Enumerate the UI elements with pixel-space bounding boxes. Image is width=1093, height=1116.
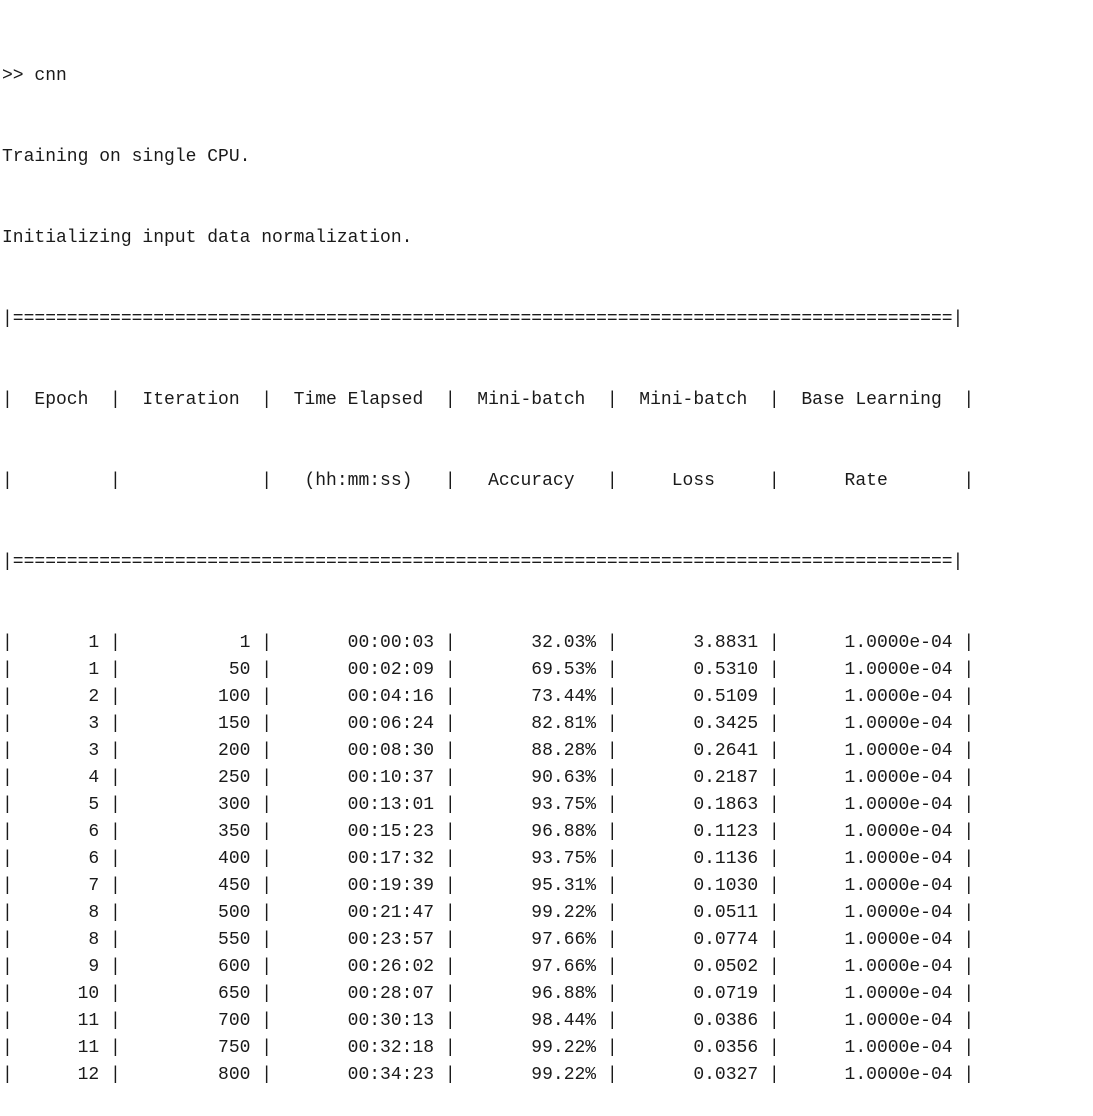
table-row: | 12 | 800 | 00:34:23 | 99.22% | 0.0327 … <box>2 1065 975 1085</box>
table-row: | 8 | 550 | 00:23:57 | 97.66% | 0.0774 |… <box>2 930 975 950</box>
table-row: | 6 | 400 | 00:17:32 | 93.75% | 0.1136 |… <box>2 849 975 869</box>
table-row: | 5 | 300 | 00:13:01 | 93.75% | 0.1863 |… <box>2 795 975 815</box>
status-line-training-device: Training on single CPU. <box>2 147 251 167</box>
table-row: | 6 | 350 | 00:15:23 | 96.88% | 0.1123 |… <box>2 822 975 842</box>
table-row: | 1 | 1 | 00:00:03 | 32.03% | 3.8831 | 1… <box>2 633 975 653</box>
table-row: | 10 | 650 | 00:28:07 | 96.88% | 0.0719 … <box>2 984 975 1004</box>
table-row: | 7 | 450 | 00:19:39 | 95.31% | 0.1030 |… <box>2 876 975 896</box>
table-header-border: |=======================================… <box>2 552 964 572</box>
table-header-row-1: | Epoch | Iteration | Time Elapsed | Min… <box>2 390 975 410</box>
training-progress-table-body: | 1 | 1 | 00:00:03 | 32.03% | 3.8831 | 1… <box>2 630 974 1089</box>
table-row: | 4 | 250 | 00:10:37 | 90.63% | 0.2187 |… <box>2 768 975 788</box>
table-row: | 9 | 600 | 00:26:02 | 97.66% | 0.0502 |… <box>2 957 975 977</box>
table-header-row-2: | | | (hh:mm:ss) | Accuracy | Loss | Rat… <box>2 471 975 491</box>
table-row: | 2 | 100 | 00:04:16 | 73.44% | 0.5109 |… <box>2 687 975 707</box>
table-row: | 3 | 200 | 00:08:30 | 88.28% | 0.2641 |… <box>2 741 975 761</box>
table-row: | 11 | 700 | 00:30:13 | 98.44% | 0.0386 … <box>2 1011 975 1031</box>
table-row: | 3 | 150 | 00:06:24 | 82.81% | 0.3425 |… <box>2 714 975 734</box>
matlab-command-window[interactable]: >> cnn Training on single CPU. Initializ… <box>2 9 974 1116</box>
table-row: | 11 | 750 | 00:32:18 | 99.22% | 0.0356 … <box>2 1038 975 1058</box>
table-row: | 8 | 500 | 00:21:47 | 99.22% | 0.0511 |… <box>2 903 975 923</box>
status-line-normalization: Initializing input data normalization. <box>2 228 413 248</box>
table-row: | 1 | 50 | 00:02:09 | 69.53% | 0.5310 | … <box>2 660 975 680</box>
table-top-border: |=======================================… <box>2 309 964 329</box>
command-line: >> cnn <box>2 66 67 86</box>
